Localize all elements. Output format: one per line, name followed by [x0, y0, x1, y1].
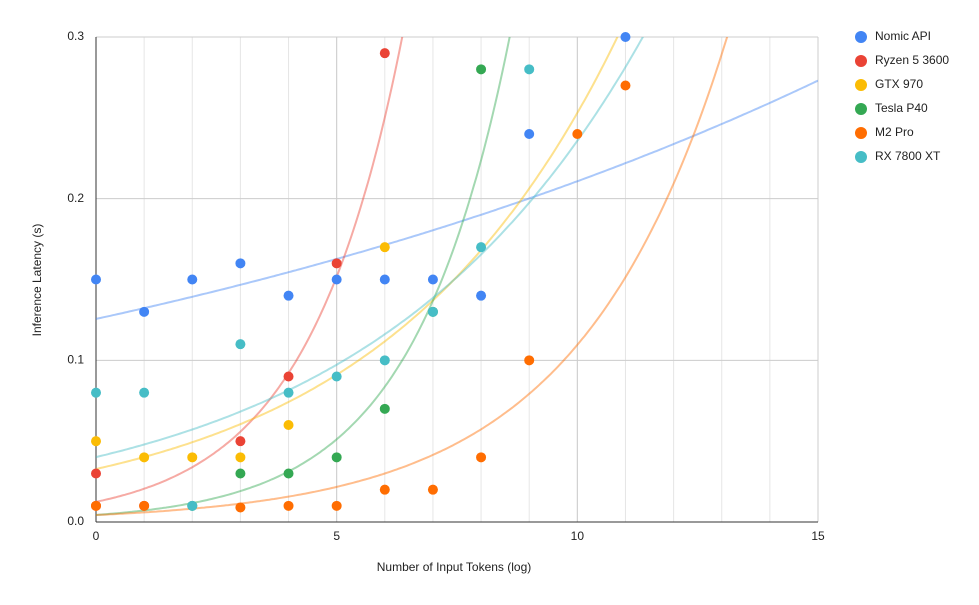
- legend-label: Nomic API: [875, 29, 931, 43]
- data-point: [283, 290, 294, 301]
- data-point: [235, 468, 246, 479]
- data-point: [331, 274, 342, 285]
- data-point: [235, 502, 246, 513]
- data-point: [476, 452, 487, 463]
- data-point: [331, 258, 342, 269]
- data-point: [379, 484, 390, 495]
- x-axis-title: Number of Input Tokens (log): [377, 560, 532, 574]
- y-axis-title: Inference Latency (s): [30, 224, 44, 337]
- legend-marker: [855, 151, 867, 163]
- y-tick-label: 0.2: [67, 191, 84, 205]
- data-point: [620, 32, 631, 42]
- data-point: [91, 274, 101, 285]
- y-tick-label: 0.3: [67, 29, 84, 43]
- data-point: [427, 484, 438, 495]
- legend-label: Tesla P40: [875, 101, 928, 115]
- legend-label: GTX 970: [875, 77, 923, 91]
- data-point: [572, 129, 583, 139]
- data-point: [283, 500, 294, 511]
- x-tick-label: 10: [571, 529, 585, 543]
- data-point: [331, 371, 342, 382]
- data-point: [139, 452, 150, 463]
- data-point: [331, 452, 342, 463]
- data-point: [139, 500, 150, 511]
- data-point: [379, 48, 390, 59]
- x-tick-label: 5: [333, 529, 340, 543]
- data-point: [524, 129, 535, 139]
- data-point: [620, 80, 631, 91]
- data-point: [283, 371, 294, 382]
- legend-marker: [855, 55, 867, 67]
- data-point: [91, 468, 101, 479]
- data-point: [331, 500, 342, 511]
- data-point: [524, 64, 535, 75]
- legend-marker: [855, 31, 867, 43]
- plot-area: [96, 37, 818, 516]
- data-point: [476, 290, 487, 301]
- data-point: [91, 436, 101, 447]
- data-point: [524, 355, 535, 366]
- data-point: [379, 403, 390, 414]
- data-point: [427, 306, 438, 317]
- data-point: [283, 387, 294, 398]
- y-tick-label: 0.0: [67, 514, 84, 528]
- data-point: [139, 387, 150, 398]
- legend-label: M2 Pro: [875, 125, 914, 139]
- data-point: [476, 64, 487, 75]
- legend-label: Ryzen 5 3600: [875, 53, 949, 67]
- trendline: [96, 37, 404, 503]
- data-point: [187, 274, 198, 285]
- data-point: [283, 468, 294, 479]
- trendline: [96, 37, 729, 516]
- data-point: [235, 339, 246, 350]
- data-point: [427, 274, 438, 285]
- data-point: [139, 306, 150, 317]
- legend-marker: [855, 79, 867, 91]
- legend-marker: [855, 127, 867, 139]
- data-point: [379, 242, 390, 253]
- data-point: [91, 387, 101, 398]
- data-point: [187, 452, 198, 463]
- data-point: [476, 242, 487, 253]
- data-point: [235, 436, 246, 447]
- trendline: [96, 37, 619, 470]
- x-tick-label: 15: [811, 529, 825, 543]
- data-point: [379, 355, 390, 366]
- y-tick-label: 0.1: [67, 353, 84, 367]
- legend-marker: [855, 103, 867, 115]
- data-point: [91, 500, 101, 511]
- data-point: [187, 500, 198, 511]
- trendline: [96, 79, 818, 320]
- trendline: [96, 37, 511, 516]
- x-tick-label: 0: [93, 529, 100, 543]
- data-point: [235, 452, 246, 463]
- data-point: [283, 420, 294, 430]
- data-point: [379, 274, 390, 285]
- legend-label: RX 7800 XT: [875, 149, 941, 163]
- trendline: [96, 37, 645, 459]
- data-point: [235, 258, 246, 269]
